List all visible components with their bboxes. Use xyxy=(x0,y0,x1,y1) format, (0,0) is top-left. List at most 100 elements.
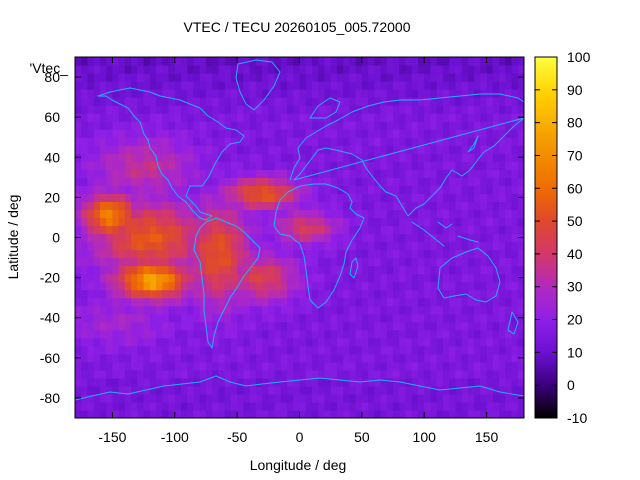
heatmap-cell xyxy=(430,97,438,106)
heatmap-cell xyxy=(262,241,269,251)
heatmap-cell xyxy=(249,73,257,82)
heatmap-cell xyxy=(330,369,338,379)
heatmap-cell xyxy=(474,321,481,331)
heatmap-cell xyxy=(143,145,151,154)
heatmap-cell xyxy=(405,321,413,331)
heatmap-cell xyxy=(224,393,232,403)
heatmap-cell xyxy=(149,297,157,307)
heatmap-cell xyxy=(187,329,195,339)
heatmap-cell xyxy=(442,169,450,178)
heatmap-cell xyxy=(330,73,338,82)
heatmap-cell xyxy=(287,393,294,403)
heatmap-cell xyxy=(393,409,400,418)
heatmap-cell xyxy=(411,145,419,154)
heatmap-cell xyxy=(368,193,375,202)
heatmap-cell xyxy=(162,105,170,114)
heatmap-cell xyxy=(162,57,170,66)
heatmap-cell xyxy=(112,137,120,146)
heatmap-cell xyxy=(474,369,481,379)
heatmap-cell xyxy=(137,385,145,395)
heatmap-cell xyxy=(455,153,463,162)
heatmap-cell xyxy=(449,169,457,178)
heatmap-cell xyxy=(336,161,344,170)
heatmap-cell xyxy=(505,233,513,243)
heatmap-cell xyxy=(330,249,338,259)
heatmap-cell xyxy=(380,313,388,323)
heatmap-cell xyxy=(311,217,319,227)
heatmap-cell xyxy=(499,65,506,74)
heatmap-cell xyxy=(93,249,101,259)
heatmap-cell xyxy=(143,393,151,403)
heatmap-cell xyxy=(411,377,419,387)
heatmap-cell xyxy=(75,241,82,251)
heatmap-cell xyxy=(262,345,269,355)
heatmap-cell xyxy=(168,201,176,211)
heatmap-cell xyxy=(187,185,195,194)
heatmap-cell xyxy=(162,369,170,379)
heatmap-cell xyxy=(293,169,301,178)
heatmap-cell xyxy=(187,297,195,307)
heatmap-cell xyxy=(355,321,363,331)
heatmap-cell xyxy=(299,89,307,98)
heatmap-cell xyxy=(237,113,244,122)
heatmap-cell xyxy=(393,249,400,259)
heatmap-cell xyxy=(380,89,388,98)
heatmap-cell xyxy=(343,305,350,315)
heatmap-cell xyxy=(405,353,413,363)
heatmap-cell xyxy=(517,177,524,186)
heatmap-cell xyxy=(424,273,432,283)
heatmap-cell xyxy=(280,377,288,387)
heatmap-cell xyxy=(212,97,220,106)
heatmap-cell xyxy=(330,393,338,403)
heatmap-cell xyxy=(380,217,388,227)
heatmap-cell xyxy=(124,65,132,74)
heatmap-cell xyxy=(287,257,294,267)
heatmap-cell xyxy=(268,97,276,106)
heatmap-cell xyxy=(230,121,238,130)
heatmap-cell xyxy=(349,145,357,154)
heatmap-cell xyxy=(106,153,114,162)
heatmap-cell xyxy=(143,121,151,130)
heatmap-cell xyxy=(274,385,282,395)
heatmap-cell xyxy=(237,57,244,66)
heatmap-cell xyxy=(336,145,344,154)
heatmap-cell xyxy=(106,361,114,371)
heatmap-cell xyxy=(461,113,469,122)
heatmap-cell xyxy=(168,241,176,251)
heatmap-cell xyxy=(255,201,263,211)
heatmap-cell xyxy=(137,265,145,275)
heatmap-cell xyxy=(368,177,375,186)
heatmap-cell xyxy=(262,113,269,122)
heatmap-cell xyxy=(336,409,344,418)
heatmap-cell xyxy=(349,185,357,194)
heatmap-cell xyxy=(156,201,163,211)
heatmap-cell xyxy=(517,89,524,98)
heatmap-cell xyxy=(311,265,319,275)
heatmap-cell xyxy=(224,113,232,122)
heatmap-cell xyxy=(156,273,163,283)
heatmap-cell xyxy=(405,313,413,323)
heatmap-cell xyxy=(399,305,407,315)
heatmap-cell xyxy=(330,201,338,211)
heatmap-cell xyxy=(318,177,326,186)
heatmap-cell xyxy=(87,153,95,162)
heatmap-cell xyxy=(517,297,524,307)
heatmap-cell xyxy=(424,169,432,178)
heatmap-cell xyxy=(393,89,400,98)
heatmap-cell xyxy=(93,409,101,418)
heatmap-cell xyxy=(393,257,400,267)
heatmap-cell xyxy=(386,321,394,331)
heatmap-cell xyxy=(324,65,332,74)
heatmap-cell xyxy=(268,105,276,114)
heatmap-cell xyxy=(93,297,101,307)
heatmap-cell xyxy=(87,257,95,267)
y-axis-label: Latitude / deg xyxy=(5,195,21,280)
heatmap-cell xyxy=(193,313,201,323)
heatmap-cell xyxy=(287,233,294,243)
heatmap-cell xyxy=(311,305,319,315)
heatmap-cell xyxy=(442,393,450,403)
heatmap-cell xyxy=(343,289,350,299)
heatmap-cell xyxy=(442,97,450,106)
heatmap-cell xyxy=(293,129,301,138)
heatmap-cell xyxy=(449,297,457,307)
